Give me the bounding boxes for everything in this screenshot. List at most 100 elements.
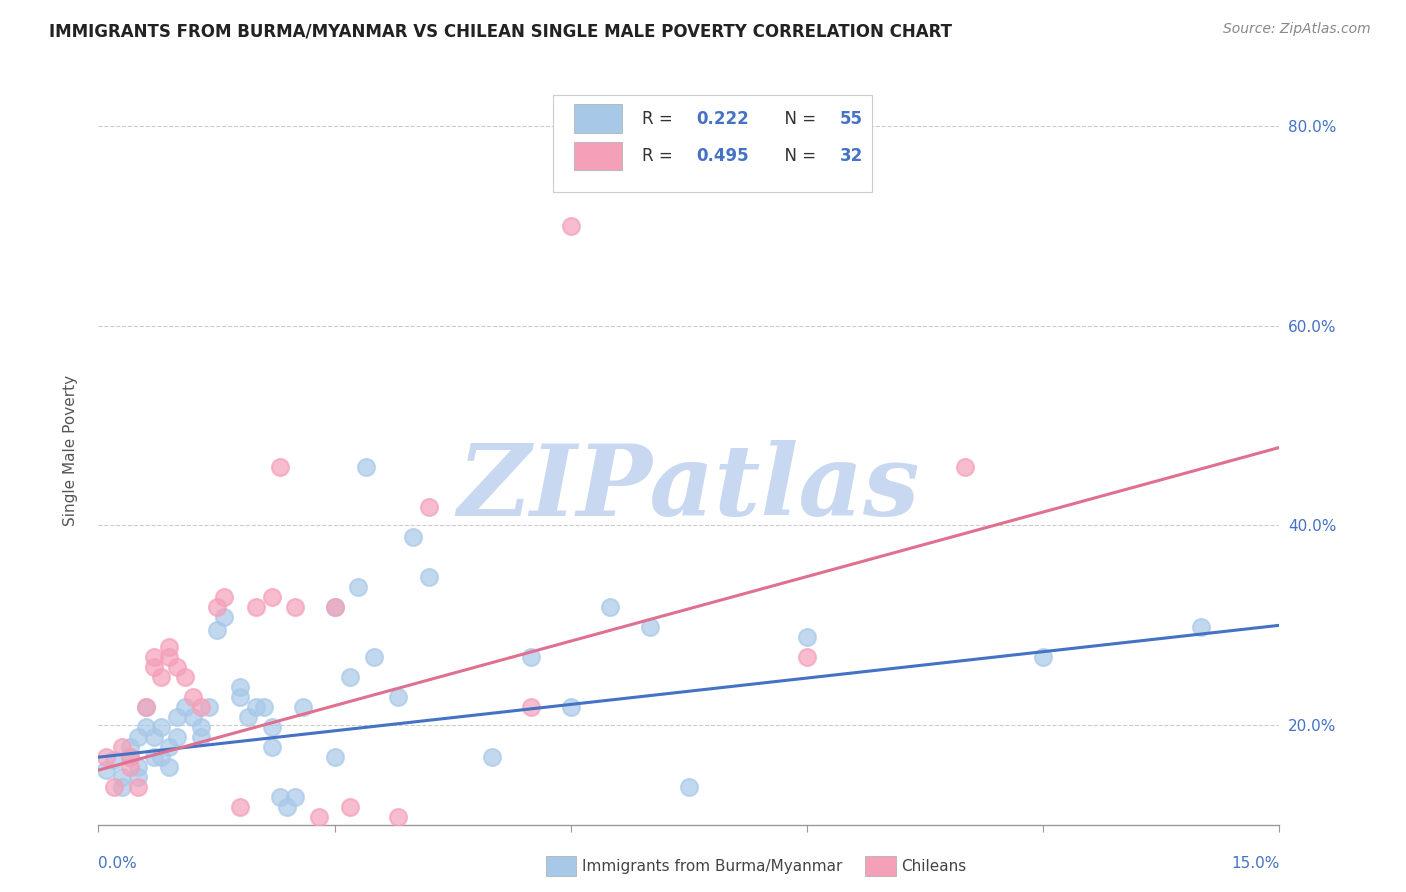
Point xyxy=(402,530,425,544)
Text: R =: R = xyxy=(641,147,678,165)
Point xyxy=(166,660,188,674)
Point xyxy=(1189,620,1212,634)
Point xyxy=(323,600,346,615)
Point xyxy=(638,620,661,634)
FancyBboxPatch shape xyxy=(575,104,621,133)
Point xyxy=(339,800,361,814)
Point xyxy=(135,700,157,714)
Point xyxy=(418,570,440,584)
Text: 0.0%: 0.0% xyxy=(98,855,138,871)
Point xyxy=(418,500,440,515)
Point xyxy=(339,670,361,684)
Point xyxy=(253,700,276,714)
Point xyxy=(157,760,180,774)
Point xyxy=(197,700,219,714)
Point xyxy=(118,750,141,764)
Point xyxy=(387,690,409,705)
Point xyxy=(157,740,180,755)
Text: 0.222: 0.222 xyxy=(696,110,749,128)
Point xyxy=(142,730,165,744)
Point xyxy=(269,790,291,805)
Point xyxy=(245,700,267,714)
Point xyxy=(323,600,346,615)
Text: N =: N = xyxy=(773,147,821,165)
Point xyxy=(190,720,212,734)
Point xyxy=(174,700,197,714)
Point xyxy=(796,630,818,644)
Point xyxy=(135,720,157,734)
Point xyxy=(157,640,180,655)
Point xyxy=(135,700,157,714)
Point xyxy=(520,700,543,714)
Point xyxy=(599,600,621,615)
Point xyxy=(520,650,543,665)
Y-axis label: Single Male Poverty: Single Male Poverty xyxy=(63,375,77,526)
Point xyxy=(205,600,228,615)
Point xyxy=(111,740,134,755)
Point xyxy=(678,780,700,794)
Point xyxy=(166,710,188,724)
Point xyxy=(96,763,118,777)
Point xyxy=(245,600,267,615)
Point xyxy=(269,460,291,475)
Text: 55: 55 xyxy=(841,110,863,128)
Point xyxy=(142,750,165,764)
Point xyxy=(953,460,976,475)
Point xyxy=(127,780,149,794)
Text: ZIPatlas: ZIPatlas xyxy=(458,440,920,536)
Point xyxy=(103,753,125,767)
Point xyxy=(142,660,165,674)
Point xyxy=(103,780,125,794)
Point xyxy=(150,670,173,684)
Point xyxy=(560,219,582,233)
Point xyxy=(292,700,315,714)
FancyBboxPatch shape xyxy=(575,142,621,170)
Point xyxy=(363,650,385,665)
Point xyxy=(190,730,212,744)
Point xyxy=(796,650,818,665)
Point xyxy=(236,710,259,724)
Point xyxy=(111,780,134,794)
Point xyxy=(111,770,134,784)
Point xyxy=(308,810,330,824)
Point xyxy=(260,720,283,734)
Text: R =: R = xyxy=(641,110,678,128)
Point xyxy=(190,700,212,714)
Point xyxy=(323,750,346,764)
Point xyxy=(347,580,370,594)
Text: Chileans: Chileans xyxy=(901,859,966,873)
Point xyxy=(118,740,141,755)
FancyBboxPatch shape xyxy=(553,95,872,192)
Point xyxy=(118,760,141,774)
Point xyxy=(181,710,204,724)
Point xyxy=(96,750,118,764)
Point xyxy=(127,770,149,784)
Text: Immigrants from Burma/Myanmar: Immigrants from Burma/Myanmar xyxy=(582,859,842,873)
Point xyxy=(260,591,283,605)
Text: 32: 32 xyxy=(841,147,863,165)
Text: 0.495: 0.495 xyxy=(696,147,748,165)
Point xyxy=(276,800,298,814)
Point xyxy=(284,790,307,805)
Point xyxy=(127,760,149,774)
Point xyxy=(205,624,228,638)
Point xyxy=(229,800,252,814)
Point xyxy=(181,690,204,705)
Point xyxy=(1032,650,1054,665)
Point xyxy=(387,810,409,824)
Point xyxy=(229,680,252,694)
Text: N =: N = xyxy=(773,110,821,128)
Point xyxy=(150,720,173,734)
Point xyxy=(142,650,165,665)
Point xyxy=(229,690,252,705)
Text: IMMIGRANTS FROM BURMA/MYANMAR VS CHILEAN SINGLE MALE POVERTY CORRELATION CHART: IMMIGRANTS FROM BURMA/MYANMAR VS CHILEAN… xyxy=(49,22,952,40)
Point xyxy=(214,610,236,624)
Point xyxy=(150,750,173,764)
Point xyxy=(354,460,377,475)
Point xyxy=(174,670,197,684)
Text: 15.0%: 15.0% xyxy=(1232,855,1279,871)
Point xyxy=(118,750,141,764)
Point xyxy=(560,700,582,714)
Point xyxy=(284,600,307,615)
Point xyxy=(481,750,503,764)
